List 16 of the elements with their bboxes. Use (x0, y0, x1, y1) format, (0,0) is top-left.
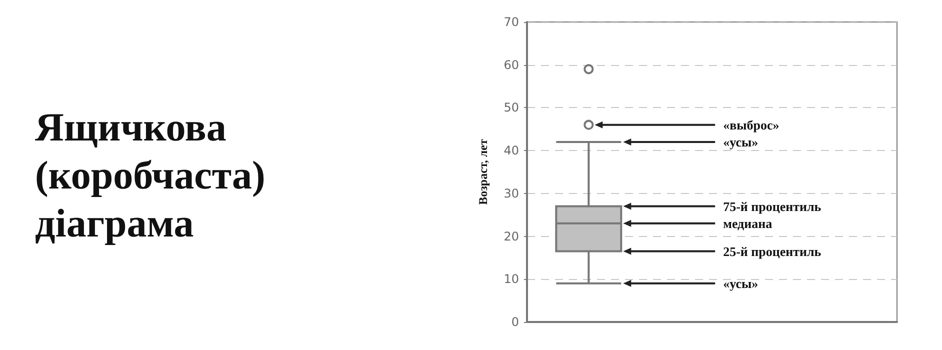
annotation: медиана (723, 216, 773, 231)
y-tick-label: 70 (504, 15, 519, 29)
annotation: «усы» (723, 134, 758, 150)
y-tick-label: 40 (504, 144, 519, 158)
y-tick-label: 50 (504, 100, 519, 115)
text: Ящичкова (коробчаста) діаграма (35, 104, 266, 246)
annotation: 25-й процентиль (723, 244, 822, 259)
y-tick-label: 20 (504, 229, 519, 244)
y-tick-label: 60 (504, 58, 519, 72)
y-tick-label: 0 (511, 315, 519, 329)
y-tick-label: 30 (504, 186, 519, 200)
annotation: «усы» (723, 276, 758, 291)
annotation: 75-й процентиль (723, 198, 822, 214)
annotation: «выброс» (723, 117, 780, 132)
y-axis-title: Возраст, лет (476, 139, 490, 205)
y-tick-label: 10 (504, 272, 519, 286)
